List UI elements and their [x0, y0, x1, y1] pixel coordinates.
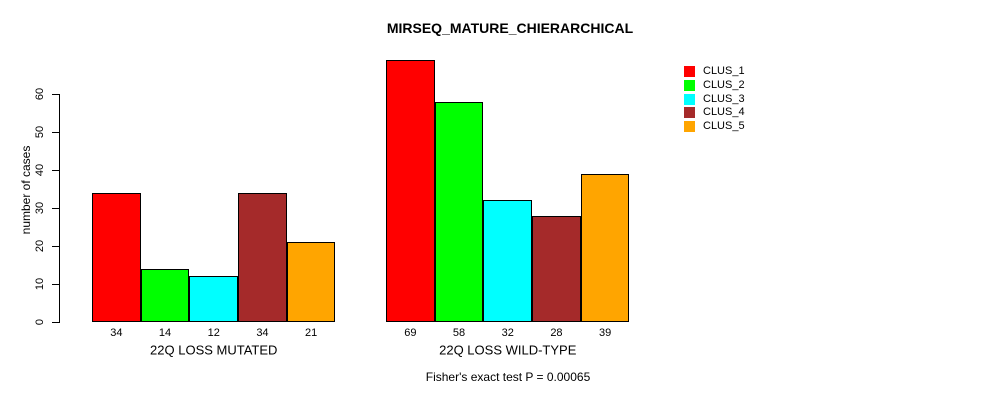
bar-value-label: 14: [158, 327, 172, 339]
y-axis-label: number of cases: [19, 145, 33, 235]
legend-swatch: [684, 80, 695, 92]
y-axis-tick-label: 30: [34, 201, 46, 215]
y-axis-tick: [52, 169, 60, 171]
y-axis-tick: [52, 283, 60, 285]
bar: [580, 173, 630, 322]
bar: [286, 242, 336, 322]
y-axis-tick-label: 40: [34, 163, 46, 177]
y-axis-tick: [52, 207, 60, 209]
y-axis-tick-label: 20: [34, 239, 46, 253]
y-axis: [59, 94, 60, 323]
bar: [238, 192, 287, 322]
y-axis-tick: [52, 321, 60, 323]
bar-value-label: 32: [501, 327, 514, 339]
bar: [92, 192, 141, 322]
legend-item-label: CLUS_5: [703, 120, 745, 133]
y-axis-tick: [52, 245, 60, 247]
legend-item-label: CLUS_4: [703, 106, 745, 119]
legend-item-label: CLUS_3: [703, 92, 745, 105]
bar-value-label: 69: [404, 327, 417, 339]
legend-item-label: CLUS_1: [703, 65, 745, 78]
legend-item: CLUS_2: [684, 79, 745, 93]
caption: Fisher's exact test P = 0.00065: [425, 370, 591, 384]
legend-swatch: [684, 121, 695, 133]
bar-value-label: 34: [110, 327, 123, 339]
legend-swatch: [684, 93, 695, 105]
legend-item: CLUS_4: [684, 106, 745, 120]
bar: [434, 101, 484, 322]
bar: [483, 200, 533, 322]
bar: [532, 215, 581, 322]
y-axis-tick-label: 10: [34, 277, 46, 291]
bar-value-label: 21: [305, 327, 318, 339]
chart-title: MIRSEQ_MATURE_CHIERARCHICAL: [386, 20, 634, 36]
bar: [189, 276, 239, 322]
bar-value-label: 12: [207, 327, 220, 339]
legend-item: CLUS_1: [684, 65, 745, 79]
legend-item-label: CLUS_2: [703, 79, 745, 92]
legend: CLUS_1 CLUS_2 CLUS_3 CLUS_4 CLUS_5: [684, 65, 745, 133]
bar-value-label: 58: [452, 327, 466, 339]
y-axis-tick-label: 60: [34, 87, 46, 101]
y-axis-tick: [52, 131, 60, 133]
bar: [140, 268, 190, 322]
group-label: 22Q LOSS MUTATED: [150, 342, 278, 358]
y-axis-tick-label: 0: [34, 318, 46, 326]
group-label: 22Q LOSS WILD-TYPE: [439, 342, 577, 358]
legend-swatch: [684, 107, 695, 119]
bar-value-label: 34: [256, 327, 269, 339]
y-axis-tick-label: 50: [34, 125, 46, 139]
legend-item: CLUS_3: [684, 92, 745, 106]
y-axis-tick: [52, 93, 60, 95]
legend-swatch: [684, 66, 695, 78]
bar-value-label: 28: [550, 327, 563, 339]
bar-value-label: 39: [599, 327, 612, 339]
legend-item: CLUS_5: [684, 120, 745, 134]
bar: [386, 59, 435, 322]
